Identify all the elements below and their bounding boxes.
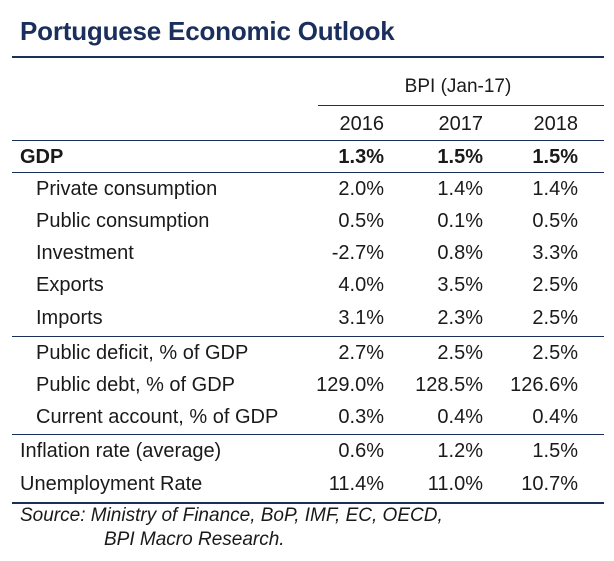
table-row-investment: Investment -2.7% 0.8% 3.3% bbox=[12, 237, 604, 269]
table-row-gdp: GDP 1.3% 1.5% 1.5% bbox=[12, 141, 604, 173]
row-label: Public consumption bbox=[36, 210, 210, 232]
row-value-2016: 129.0% bbox=[316, 374, 384, 396]
fiscal-divider bbox=[12, 434, 604, 435]
source-note-line-2: BPI Macro Research. bbox=[104, 529, 285, 550]
table-row-current-account: Current account, % of GDP 0.3% 0.4% 0.4% bbox=[12, 401, 604, 433]
row-label: Exports bbox=[36, 274, 104, 296]
row-value-2016: 0.6% bbox=[338, 440, 384, 462]
row-value-2018: 2.5% bbox=[532, 274, 578, 296]
row-value-2017: 2.3% bbox=[437, 307, 483, 329]
row-value-2018: 1.5% bbox=[532, 440, 578, 462]
row-value-2018: 10.7% bbox=[521, 473, 578, 495]
table-row-private-consumption: Private consumption 2.0% 1.4% 1.4% bbox=[12, 173, 604, 205]
row-label: Private consumption bbox=[36, 178, 218, 200]
row-value-2017: 0.1% bbox=[437, 210, 483, 232]
column-group-header: BPI (Jan-17) bbox=[404, 76, 512, 97]
row-value-2018: 0.5% bbox=[532, 210, 578, 232]
row-value-2017: 1.5% bbox=[437, 146, 483, 168]
row-value-2016: 4.0% bbox=[338, 274, 384, 296]
table-row-exports: Exports 4.0% 3.5% 2.5% bbox=[12, 269, 604, 301]
row-value-2017: 3.5% bbox=[437, 274, 483, 296]
row-value-2018: 1.4% bbox=[532, 178, 578, 200]
row-label: Inflation rate (average) bbox=[20, 440, 222, 462]
row-label: Investment bbox=[36, 242, 134, 264]
table-row-public-debt: Public debt, % of GDP 129.0% 128.5% 126.… bbox=[12, 369, 604, 401]
header-divider bbox=[12, 140, 604, 141]
row-value-2017: 128.5% bbox=[415, 374, 483, 396]
source-note: Source: Ministry of Finance, BoP, IMF, E… bbox=[20, 504, 443, 552]
row-value-2017: 2.5% bbox=[437, 342, 483, 364]
row-label: Public debt, % of GDP bbox=[36, 374, 235, 396]
row-value-2018: 126.6% bbox=[510, 374, 578, 396]
row-label: Imports bbox=[36, 307, 103, 329]
row-label: Current account, % of GDP bbox=[36, 406, 279, 428]
row-value-2018: 2.5% bbox=[532, 307, 578, 329]
row-value-2018: 2.5% bbox=[532, 342, 578, 364]
row-value-2018: 3.3% bbox=[532, 242, 578, 264]
row-value-2016: 2.7% bbox=[338, 342, 384, 364]
row-label: Unemployment Rate bbox=[20, 473, 203, 495]
year-header-2016: 2016 bbox=[339, 113, 385, 135]
table-row-imports: Imports 3.1% 2.3% 2.5% bbox=[12, 302, 604, 334]
year-header-row: 2016 2017 2018 bbox=[12, 108, 604, 140]
table-row-public-deficit: Public deficit, % of GDP 2.7% 2.5% 2.5% bbox=[12, 337, 604, 369]
row-value-2017: 11.0% bbox=[427, 473, 483, 495]
table-row-public-consumption: Public consumption 0.5% 0.1% 0.5% bbox=[12, 205, 604, 237]
row-value-2017: 0.8% bbox=[437, 242, 483, 264]
row-value-2016: 0.5% bbox=[338, 210, 384, 232]
title-divider bbox=[12, 56, 604, 58]
row-value-2016: 0.3% bbox=[338, 406, 384, 428]
table-row-unemployment: Unemployment Rate 11.4% 11.0% 10.7% bbox=[12, 468, 604, 500]
row-value-2017: 1.2% bbox=[437, 440, 483, 462]
table-row-inflation: Inflation rate (average) 0.6% 1.2% 1.5% bbox=[12, 435, 604, 467]
row-value-2016: 2.0% bbox=[338, 178, 384, 200]
row-label: Public deficit, % of GDP bbox=[36, 342, 249, 364]
row-value-2017: 0.4% bbox=[437, 406, 483, 428]
row-value-2016: 11.4% bbox=[328, 473, 384, 495]
row-value-2017: 1.4% bbox=[437, 178, 483, 200]
year-header-2018: 2018 bbox=[533, 113, 579, 135]
gdp-divider bbox=[12, 172, 604, 173]
row-value-2018: 0.4% bbox=[532, 406, 578, 428]
page-title: Portuguese Economic Outlook bbox=[20, 16, 395, 46]
column-group-divider bbox=[318, 105, 604, 106]
row-value-2016: 1.3% bbox=[338, 146, 384, 168]
row-label: GDP bbox=[20, 146, 64, 168]
row-value-2016: -2.7% bbox=[331, 242, 384, 264]
table-bottom-divider bbox=[12, 502, 604, 504]
year-header-2017: 2017 bbox=[438, 113, 484, 135]
row-value-2016: 3.1% bbox=[338, 307, 384, 329]
components-divider bbox=[12, 336, 604, 337]
row-value-2018: 1.5% bbox=[532, 146, 578, 168]
source-note-line-1: Source: Ministry of Finance, BoP, IMF, E… bbox=[20, 505, 443, 526]
